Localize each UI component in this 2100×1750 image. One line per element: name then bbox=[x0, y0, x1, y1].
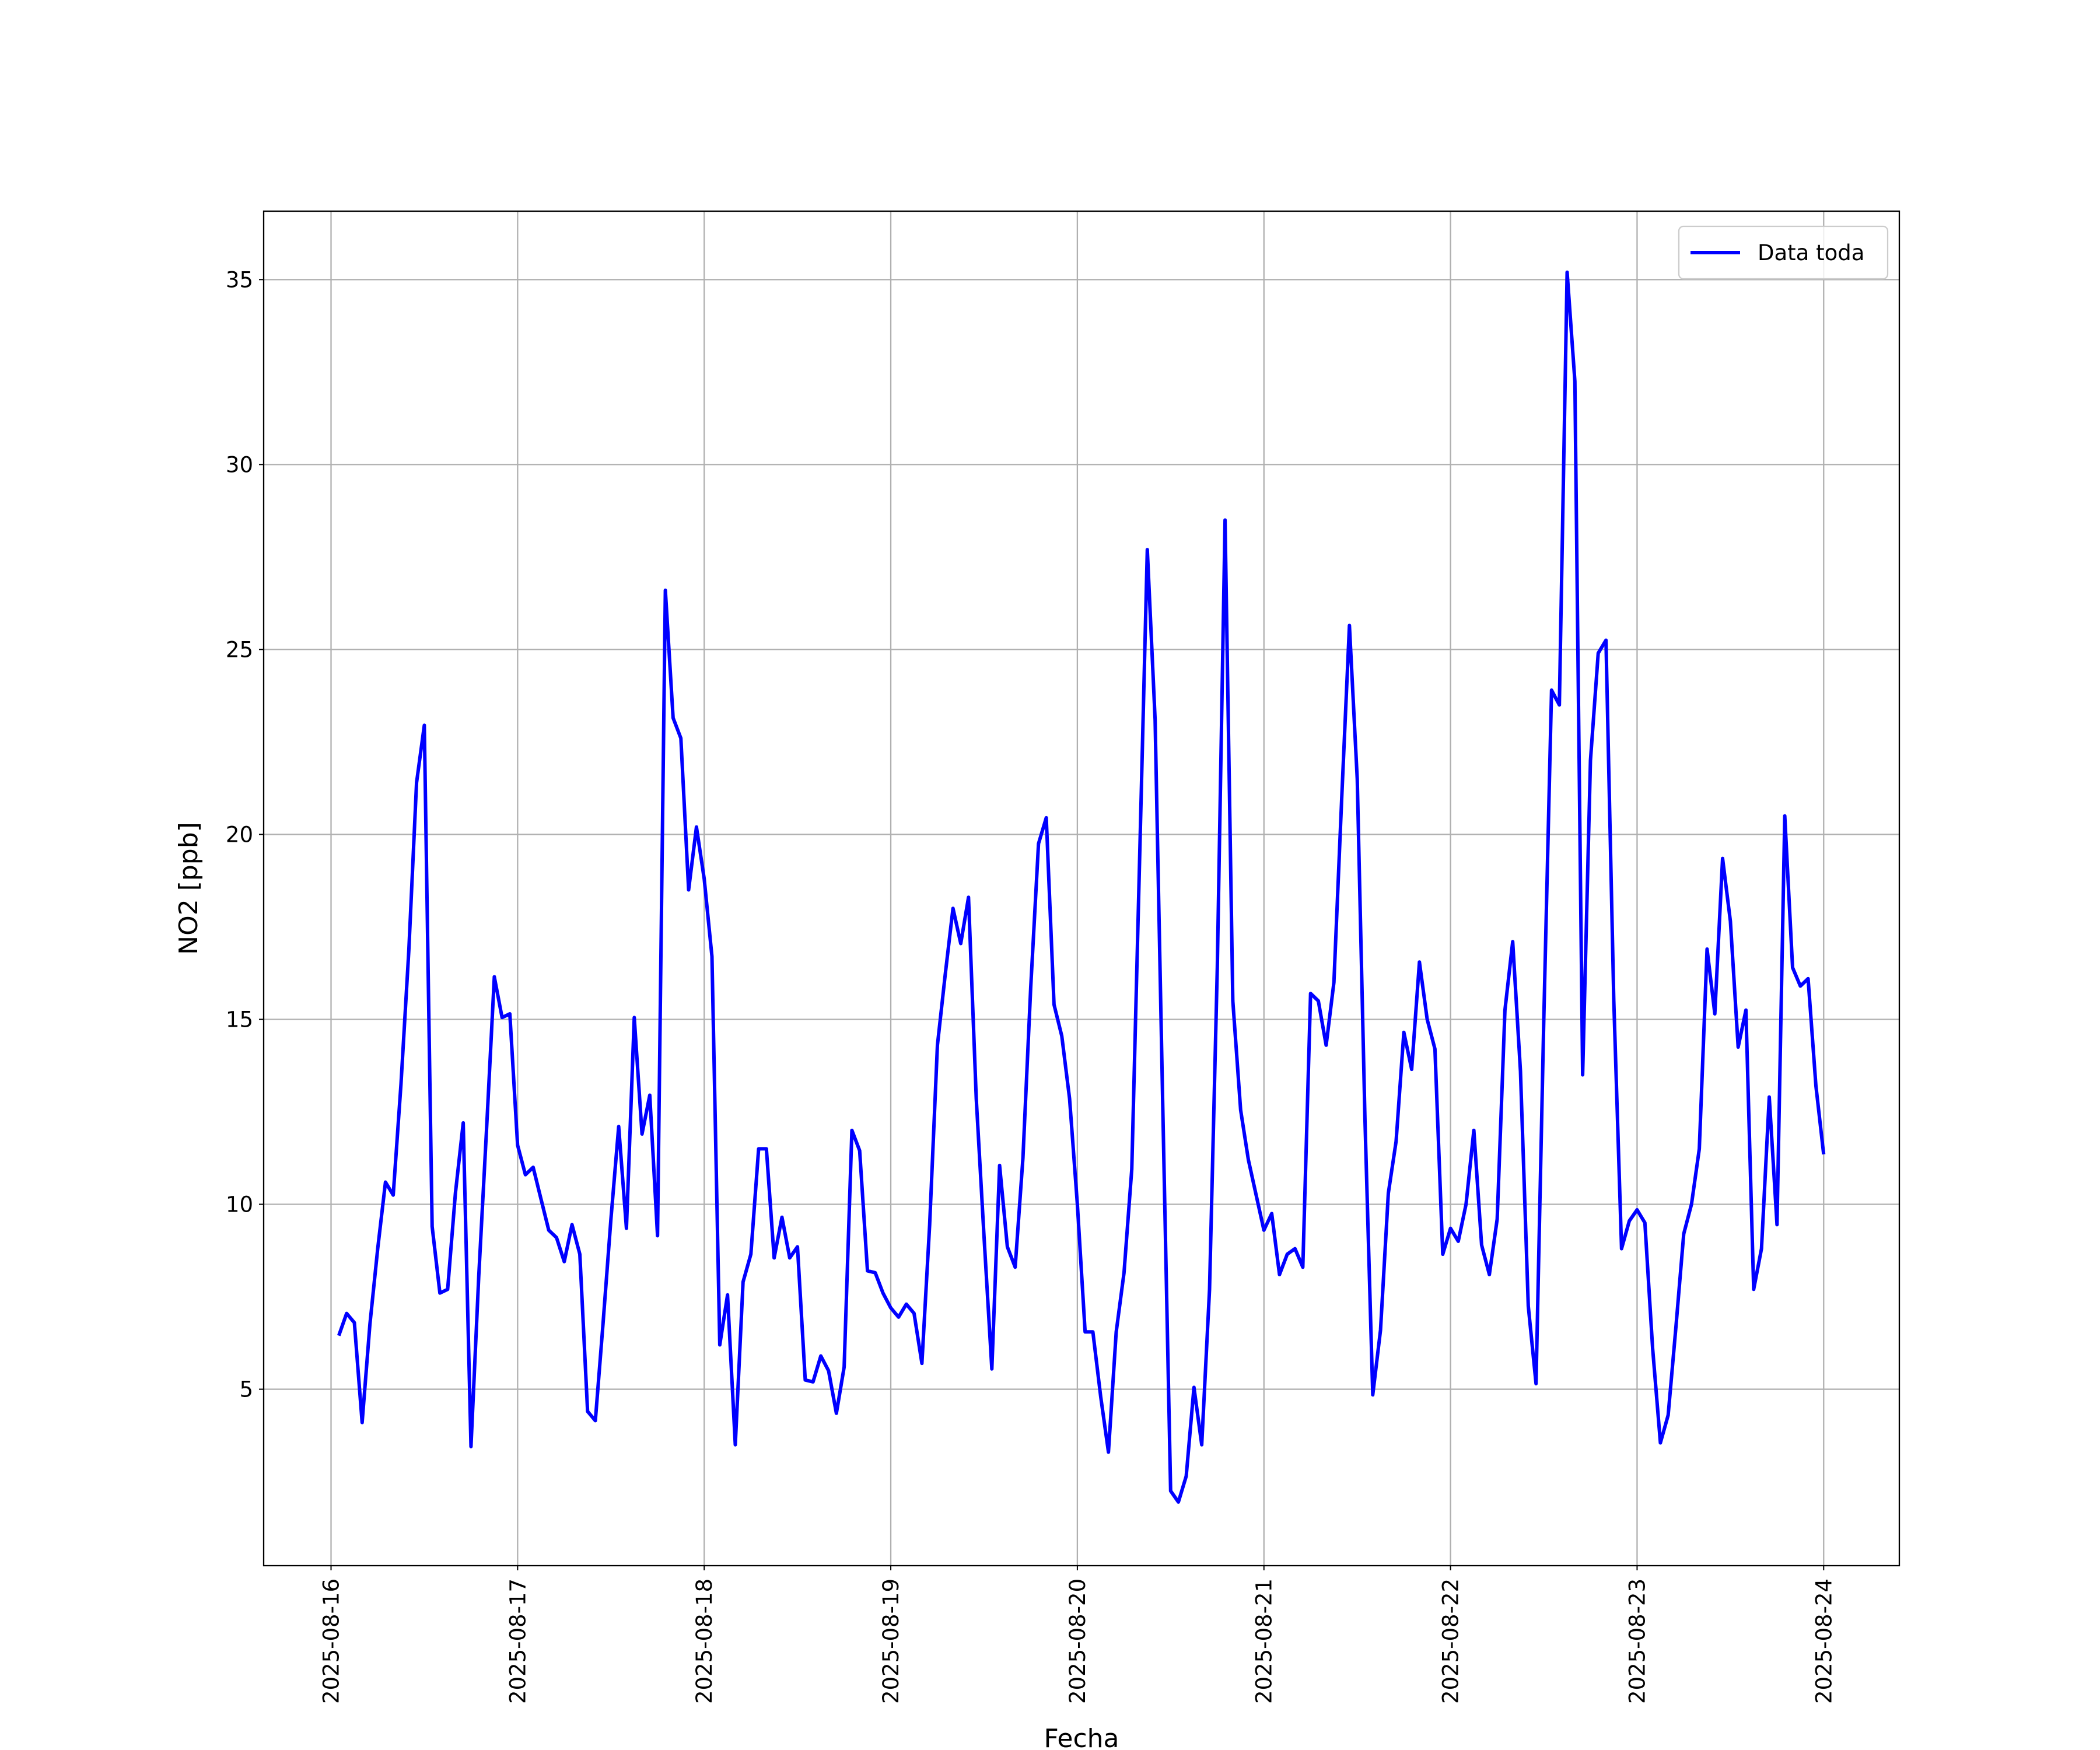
legend: Data toda bbox=[1678, 225, 1889, 280]
x-tick-label: 2025-08-20 bbox=[1065, 1578, 1090, 1704]
y-axis-label: NO2 [ppb] bbox=[174, 822, 204, 955]
x-tick-label: 2025-08-17 bbox=[505, 1578, 530, 1704]
y-tick-label: 35 bbox=[226, 267, 253, 292]
x-tick-label: 2025-08-19 bbox=[878, 1578, 904, 1704]
x-tick-label: 2025-08-22 bbox=[1438, 1578, 1464, 1704]
legend-label: Data toda bbox=[1758, 240, 1864, 265]
y-tick-label: 10 bbox=[226, 1192, 253, 1217]
y-tick-label: 20 bbox=[226, 822, 253, 847]
x-tick-label: 2025-08-24 bbox=[1811, 1578, 1836, 1704]
x-tick-label: 2025-08-18 bbox=[692, 1578, 717, 1704]
x-tick-label: 2025-08-21 bbox=[1252, 1578, 1277, 1704]
y-tick-label: 5 bbox=[239, 1377, 253, 1402]
axes-frame bbox=[262, 210, 1901, 1567]
x-tick-label: 2025-08-16 bbox=[319, 1578, 344, 1704]
x-tick-label: 2025-08-23 bbox=[1625, 1578, 1650, 1704]
legend-box bbox=[1678, 225, 1889, 280]
data-line bbox=[337, 270, 1826, 1504]
x-axis-label: Fecha bbox=[1044, 1724, 1119, 1750]
plot-area bbox=[337, 270, 1826, 1504]
y-tick-label: 25 bbox=[226, 637, 253, 662]
y-tick-label: 15 bbox=[226, 1007, 253, 1032]
y-tick-label: 30 bbox=[226, 452, 253, 477]
